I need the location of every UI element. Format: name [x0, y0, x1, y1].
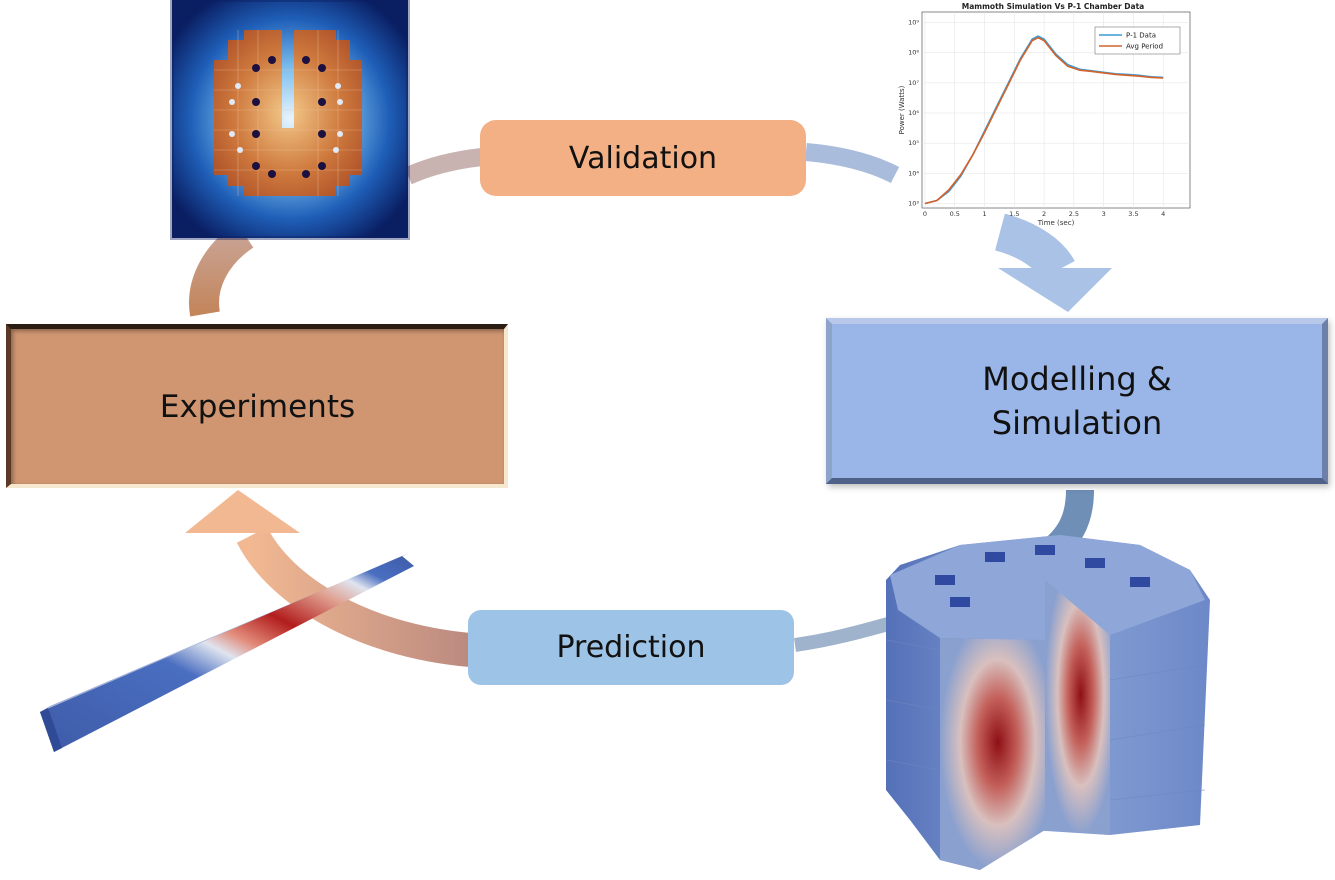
modelling-label-line2: Simulation: [991, 404, 1163, 442]
experiments-box: Experiments: [6, 324, 508, 488]
chart-series-lines: [924, 35, 1164, 205]
fuel-rod-image: [40, 553, 414, 752]
validation-label: Validation: [568, 140, 718, 176]
chart-y-tick-label: 10⁵: [908, 139, 919, 147]
arc-cylinder-to-prediction: [794, 615, 897, 652]
chart-x-tick-label: 0: [923, 210, 927, 218]
chart-x-axis-label: Time (sec): [1037, 219, 1075, 227]
legend-entry-p1: P-1 Data: [1126, 32, 1156, 40]
chart-x-tick-label: 0.5: [950, 210, 960, 218]
modelling-label-line1: Modelling &: [982, 360, 1172, 398]
arc-prediction-to-experiments: [236, 526, 472, 667]
power-chart: Mammoth Simulation Vs P-1 Chamber Data 0…: [898, 2, 1191, 227]
chart-y-axis-label: Power (Watts): [898, 85, 906, 134]
chart-x-tick-label: 2: [1042, 210, 1046, 218]
chart-x-tick-label: 2.5: [1069, 210, 1079, 218]
arrowhead-to-experiments-icon: [185, 490, 300, 533]
arc-chart-to-modelling: [994, 213, 1075, 281]
chart-x-tick-label: 3: [1102, 210, 1106, 218]
arc-validation-to-chart: [805, 143, 900, 184]
chart-y-tick-label: 10⁸: [908, 49, 919, 57]
chart-y-tick-label: 10⁹: [908, 19, 919, 27]
chart-y-tick-label: 10³: [908, 199, 919, 207]
chart-x-tick-label: 1: [982, 210, 986, 218]
reactor-cylinder-image: [885, 535, 1210, 870]
chart-y-tick-label: 10⁴: [908, 169, 919, 177]
chart-y-tick-label: 10⁷: [908, 79, 919, 87]
chart-x-tick-label: 3.5: [1128, 210, 1138, 218]
heatmap-image: [170, 0, 410, 240]
legend-entry-avg: Avg Period: [1126, 43, 1163, 51]
validation-pill: Validation: [480, 120, 806, 196]
prediction-pill: Prediction: [468, 610, 794, 685]
arrowhead-to-modelling-icon: [998, 268, 1112, 312]
chart-y-tick-label: 10⁶: [908, 109, 919, 117]
arc-experiments-to-heatmap: [189, 222, 254, 317]
experiments-label: Experiments: [159, 388, 356, 425]
chart-title: Mammoth Simulation Vs P-1 Chamber Data: [962, 2, 1144, 11]
arc-heatmap-to-validation: [404, 148, 484, 185]
modelling-simulation-box: Modelling & Simulation: [826, 318, 1328, 484]
chart-legend: P-1 Data Avg Period: [1094, 26, 1181, 55]
prediction-label: Prediction: [556, 630, 706, 665]
chart-x-tick-labels: 0 0.5 1 1.5 2 2.5 3 3.5 4: [923, 210, 1165, 218]
chart-series-line-1: [924, 36, 1164, 205]
chart-x-tick-label: 4: [1161, 210, 1165, 218]
chart-x-tick-label: 1.5: [1009, 210, 1019, 218]
chart-y-tick-labels: 10³ 10⁴ 10⁵ 10⁶ 10⁷ 10⁸ 10⁹: [908, 19, 919, 208]
